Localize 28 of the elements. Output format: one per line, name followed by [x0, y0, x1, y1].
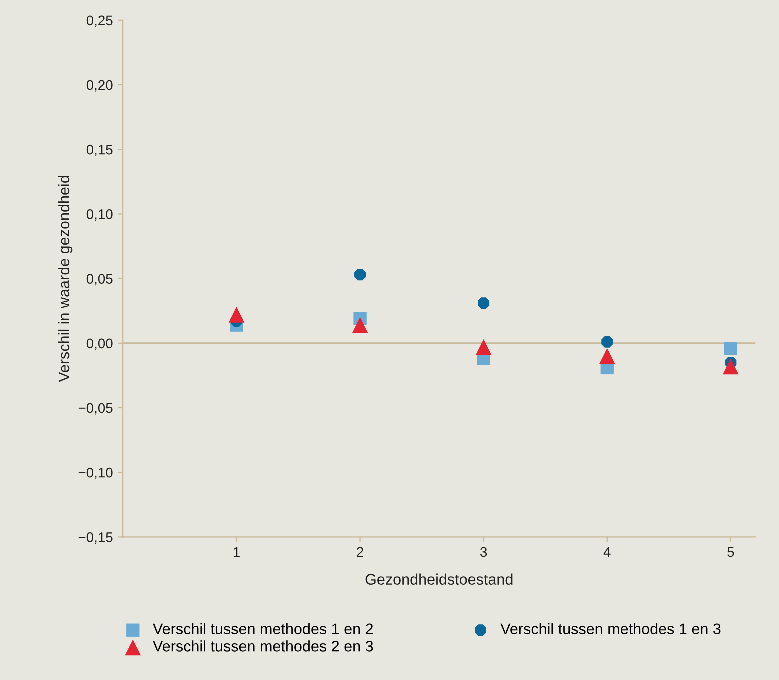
point: [476, 339, 492, 356]
x-tick-label: 1: [234, 547, 240, 557]
point: [352, 317, 368, 334]
y-tick-label: 0,20: [86, 80, 113, 92]
x-tick-label: 4: [604, 547, 611, 557]
x-axis-title: Gezondheidstoestand: [366, 574, 513, 585]
point: [478, 298, 490, 310]
x-tick-label: 3: [480, 547, 488, 558]
y-axis-title: Verschil in waarde gezondheid: [58, 176, 73, 382]
y-tick-label: −0,10: [78, 468, 113, 480]
point: [228, 307, 245, 323]
y-tick-label: −0,05: [78, 403, 113, 415]
y-tick-label: 0,05: [86, 274, 113, 286]
legend-label: Verschil tussen methodes 1 en 3: [500, 623, 721, 635]
y-tick-label: 0,25: [86, 16, 113, 28]
y-tick-label: 0,15: [86, 144, 113, 156]
point: [723, 358, 739, 375]
y-tick-label: −0,15: [78, 532, 113, 544]
point: [354, 269, 366, 281]
x-tick-label: 5: [728, 547, 734, 558]
point: [602, 336, 614, 348]
point: [724, 342, 738, 356]
legend-label: Verschil tussen methodes 1 en 2: [153, 623, 374, 635]
x-tick-label: 2: [357, 547, 364, 557]
legend-label: Verschil tussen methodes 2 en 3: [153, 640, 374, 652]
y-tick-label: 0,10: [86, 210, 113, 222]
y-tick-label: 0,00: [86, 338, 113, 350]
point: [599, 348, 616, 364]
